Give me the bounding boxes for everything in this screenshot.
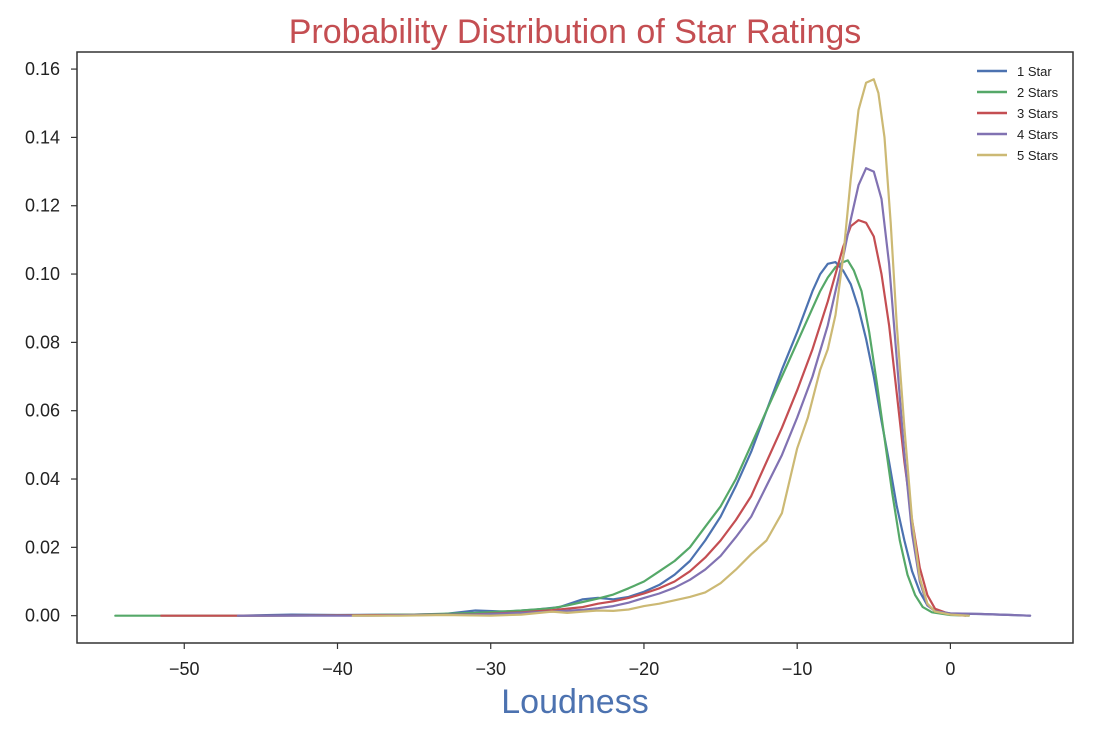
x-tick-label: −40 (322, 659, 353, 679)
plot-area (114, 78, 1032, 617)
series-line-2 (114, 259, 970, 617)
y-tick-label: 0.08 (25, 332, 60, 352)
y-tick-label: 0.04 (25, 469, 60, 489)
x-tick-label: 0 (945, 659, 955, 679)
x-axis: −50 −40 −30 −20 −10 0 (169, 643, 955, 679)
legend-label-1: 1 Star (1017, 64, 1052, 79)
x-tick-label: −20 (629, 659, 660, 679)
legend: 1 Star 2 Stars 3 Stars 4 Stars 5 Stars (977, 64, 1059, 163)
y-tick-label: 0.16 (25, 59, 60, 79)
x-axis-label: Loudness (501, 683, 648, 721)
y-tick-label: 0.02 (25, 537, 60, 557)
y-axis: 0.00 0.02 0.04 0.06 0.08 0.10 0.12 0.14 0.16 (25, 59, 77, 626)
y-tick-label: 0.00 (25, 606, 60, 626)
y-tick-label: 0.06 (25, 401, 60, 421)
legend-label-5: 5 Stars (1017, 148, 1059, 163)
legend-label-2: 2 Stars (1017, 85, 1059, 100)
y-tick-label: 0.10 (25, 264, 60, 284)
x-tick-label: −10 (782, 659, 813, 679)
series-line-5 (351, 78, 970, 617)
chart-title: Probability Distribution of Star Ratings (289, 13, 862, 51)
x-tick-label: −50 (169, 659, 200, 679)
x-tick-label: −30 (475, 659, 506, 679)
plot-frame (76, 51, 1074, 644)
series-line-1 (236, 261, 1032, 617)
legend-label-4: 4 Stars (1017, 127, 1059, 142)
series-line-3 (160, 219, 967, 617)
legend-label-3: 3 Stars (1017, 106, 1059, 121)
series-line-4 (236, 167, 1032, 617)
y-tick-label: 0.12 (25, 196, 60, 216)
y-tick-label: 0.14 (25, 127, 60, 147)
